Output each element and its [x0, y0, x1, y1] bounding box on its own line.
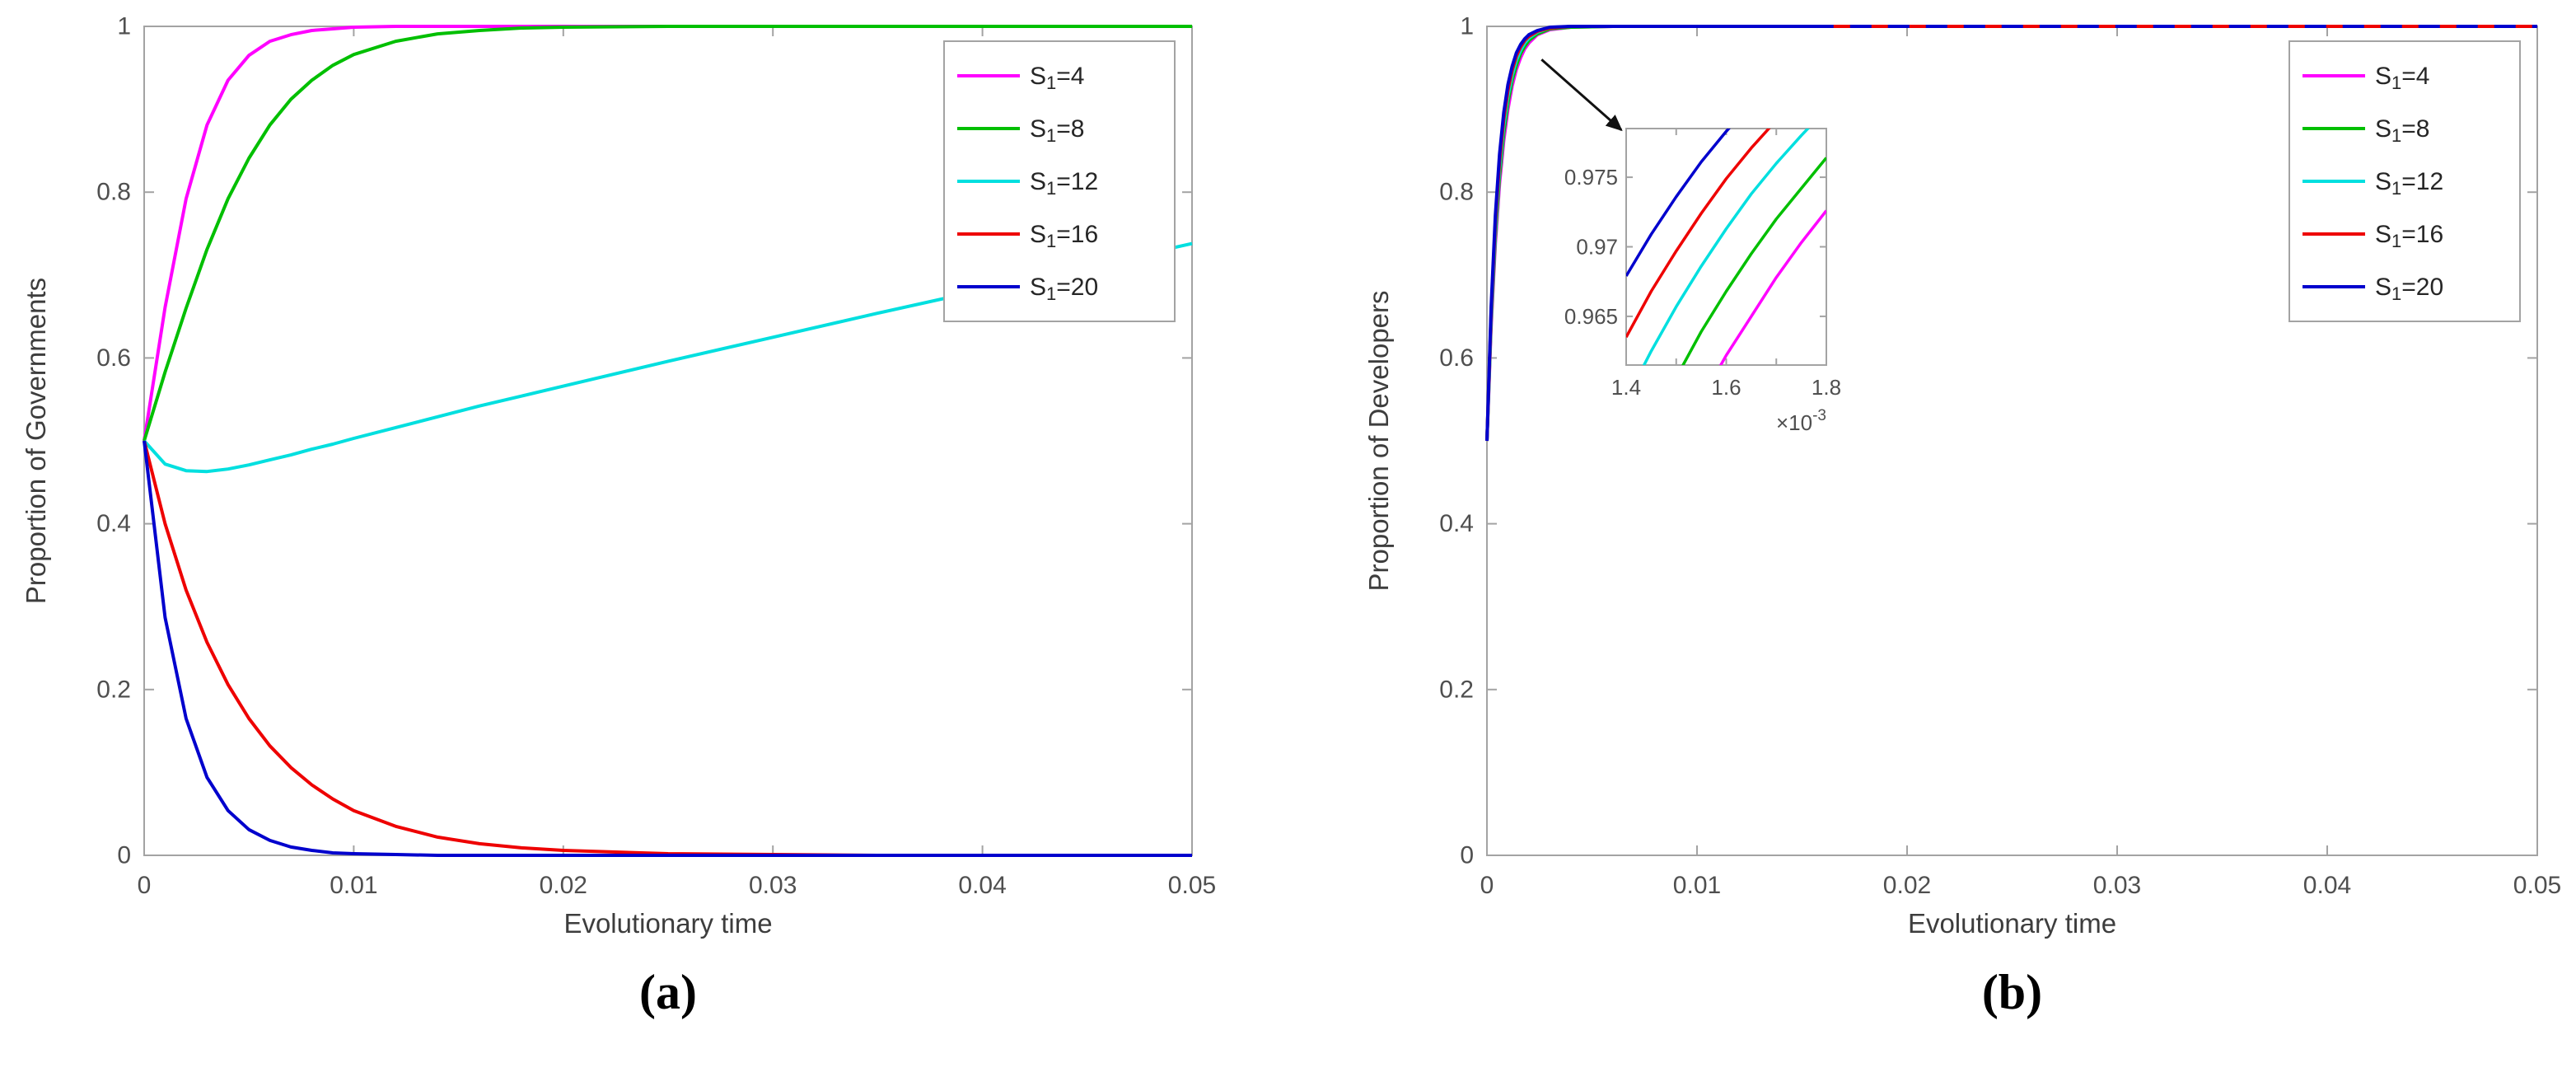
inset-x-tick-label: 1.4 — [1611, 375, 1641, 400]
inset-lines — [1626, 129, 1826, 365]
y-tick-label: 1 — [1460, 13, 1474, 40]
series-line-s1-8 — [143, 25, 1192, 442]
x-tick-label: 0 — [1480, 872, 1494, 899]
series-line-s1-20 — [143, 440, 1192, 857]
series-lines — [143, 25, 1193, 857]
x-tick-label: 0.05 — [1168, 872, 1216, 899]
y-tick-label: 0.6 — [96, 344, 131, 372]
inset-line-s1-12 — [1642, 129, 1810, 365]
y-tick-label: 0 — [1460, 842, 1474, 869]
y-axis-label: Proportion of Developers — [1363, 290, 1394, 591]
caption-b: (b) — [1981, 965, 2043, 1019]
legend-entry-label: S1=8 — [2375, 115, 2429, 146]
x-tick-label: 0.01 — [1673, 872, 1721, 899]
inset-line-s1-16 — [1626, 129, 1771, 339]
x-axis-label: Evolutionary time — [563, 908, 772, 939]
y-tick-label: 0.8 — [1439, 179, 1474, 206]
y-tick-label: 0.4 — [96, 510, 131, 537]
series-lines — [1485, 25, 2537, 442]
legend-entry-label: S1=16 — [1030, 221, 1098, 251]
x-axis-label: Evolutionary time — [1908, 908, 2116, 939]
y-tick-label: 0.4 — [1439, 510, 1474, 537]
legend-entry-label: S1=4 — [2375, 63, 2429, 93]
chart-a: 0 0.01 0.02 0.03 0.04 0.05 0 0.2 0.4 0.6 0.8 1 Evolu… — [21, 13, 1216, 939]
y-tick-label: 0.8 — [96, 179, 131, 206]
y-tick-label: 0 — [117, 842, 131, 869]
inset-y-tick-label: 0.975 — [1564, 165, 1618, 190]
x-tick-label: 0.02 — [1883, 872, 1931, 899]
x-tick-label: 0.04 — [2303, 872, 2351, 899]
legend-entry-label: S1=12 — [2375, 168, 2443, 199]
chart-b: 0 0.01 0.02 0.03 0.04 0.05 0 0.2 0.4 0.6 0.8 1 Evolu… — [1363, 13, 2561, 939]
legend-entry-label: S1=20 — [2375, 274, 2443, 304]
legend-entry-label: S1=12 — [1030, 168, 1098, 199]
x-tick-label: 0.02 — [540, 872, 587, 899]
legend-entry-label: S1=20 — [1030, 274, 1098, 304]
y-tick-label: 1 — [117, 13, 131, 40]
x-tick-label: 0.04 — [958, 872, 1006, 899]
zoom-arrow — [1540, 59, 1623, 132]
y-tick-label: 0.6 — [1439, 344, 1474, 372]
x-tick-label: 0.03 — [749, 872, 797, 899]
caption-a: (a) — [639, 965, 697, 1019]
y-axis-label: Proportion of Governments — [21, 278, 51, 604]
inset-x-tick-label: 1.6 — [1711, 375, 1741, 400]
legend-entry-label: S1=16 — [2375, 221, 2443, 251]
x-tick-label: 0.05 — [2513, 872, 2561, 899]
x-tick-label: 0 — [138, 872, 152, 899]
y-tick-label: 0.2 — [96, 676, 131, 703]
y-tick-label: 0.2 — [1439, 676, 1474, 703]
legend-entry-label: S1=4 — [1030, 63, 1084, 93]
inset-box — [1625, 128, 1827, 366]
inset-x-multiplier: ×10-3 — [1776, 407, 1826, 436]
legend-entry-label: S1=8 — [1030, 115, 1084, 146]
inset-y-tick-label: 0.97 — [1576, 235, 1618, 260]
x-tick-label: 0.01 — [330, 872, 377, 899]
inset-line-s1-8 — [1681, 157, 1826, 365]
series-line-s1-12 — [143, 241, 1193, 474]
inset-y-tick-label: 0.965 — [1564, 304, 1618, 329]
x-tick-label: 0.03 — [2093, 872, 2141, 899]
inset-line-s1-20 — [1626, 129, 1731, 277]
inset-line-s1-4 — [1718, 209, 1826, 365]
inset-x-tick-label: 1.8 — [1812, 375, 1841, 400]
